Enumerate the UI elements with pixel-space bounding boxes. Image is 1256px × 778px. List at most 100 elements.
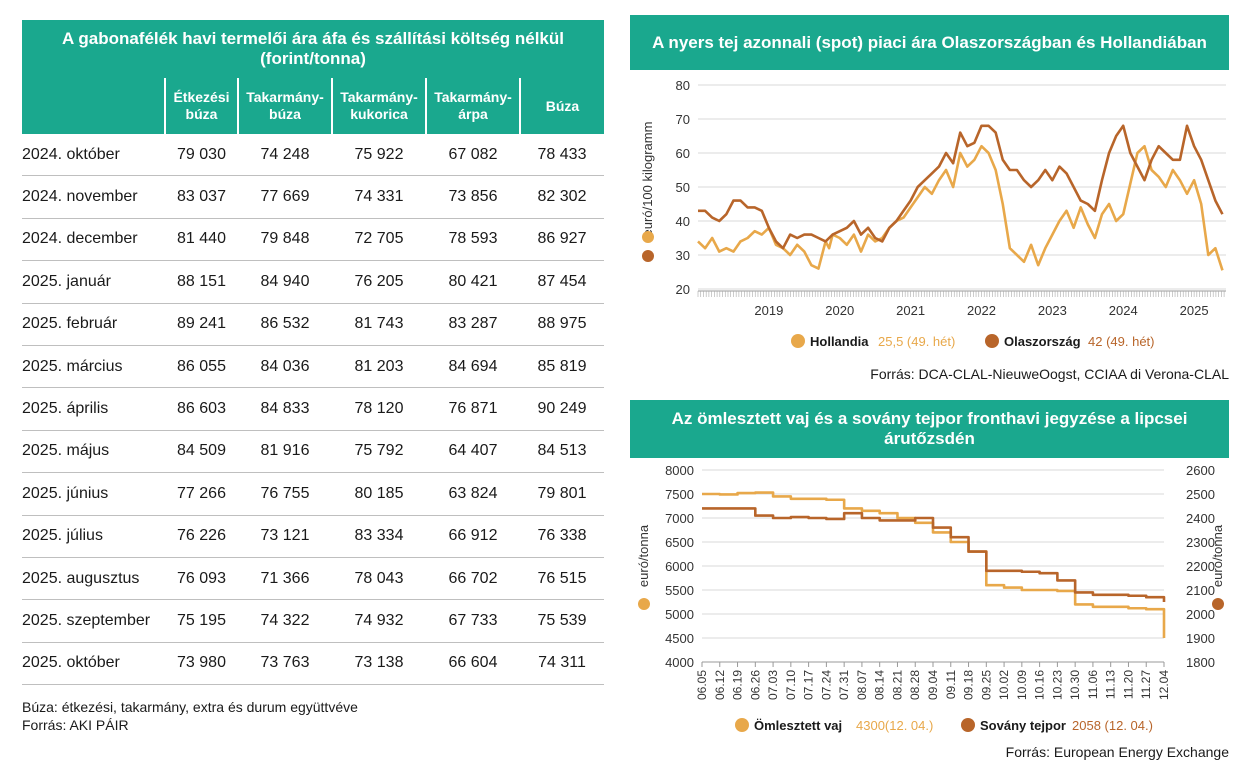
table-cell: 76 755 — [238, 472, 332, 516]
x-tick-label: 09.18 — [962, 670, 976, 700]
series-line-hollandia — [697, 144, 1224, 271]
butter-source: Forrás: European Energy Exchange — [1005, 744, 1229, 760]
table-body: 2024. október 79 030 74 248 75 922 67 082 78 … — [22, 134, 604, 686]
table-row: 2025. április 86 603 84 833 78 120 76 871 90 … — [22, 387, 604, 431]
legend-value-vaj: 4300(12. 04.) — [856, 718, 933, 733]
row-label: 2025. május — [22, 430, 165, 474]
table-row: 2025. október 73 980 73 763 73 138 66 604 74 … — [22, 642, 604, 686]
table-notes: Búza: étkezési, takarmány, extra és duru… — [22, 698, 358, 734]
table-cell: 66 702 — [426, 557, 520, 601]
table-cell: 64 407 — [426, 430, 520, 474]
table-cell: 84 940 — [238, 260, 332, 304]
table-cell: 72 705 — [332, 218, 426, 262]
table-cell: 63 824 — [426, 472, 520, 516]
table-cell: 86 927 — [520, 218, 604, 262]
table-cell: 84 036 — [238, 345, 332, 389]
table-cell: 77 669 — [238, 175, 332, 219]
row-label: 2025. szeptember — [22, 599, 165, 643]
row-label: 2024. november — [22, 175, 165, 219]
y-tick-label: 30 — [676, 248, 690, 263]
series-line-olaszorszag — [698, 124, 1224, 250]
y-left-tick-label: 6000 — [665, 559, 694, 574]
x-tick-label: 06.05 — [695, 670, 709, 700]
x-tick-label: 2022 — [967, 303, 996, 318]
table-cell: 74 932 — [332, 599, 426, 643]
row-label: 2025. augusztus — [22, 557, 165, 601]
y-left-tick-label: 5000 — [665, 607, 694, 622]
legend-label-tejpor: Sovány tejpor — [980, 718, 1066, 733]
y-right-tick-label: 1800 — [1186, 655, 1215, 670]
table-cell: 74 331 — [332, 175, 426, 219]
x-tick-label: 11.06 — [1086, 670, 1100, 699]
table-cell: 73 138 — [332, 642, 426, 686]
y-right-tick-label: 2300 — [1186, 535, 1215, 550]
table-cell: 88 151 — [165, 260, 238, 304]
legend-marker-tejpor — [961, 718, 975, 732]
y-right-tick-label: 2100 — [1186, 583, 1215, 598]
table-cell: 75 792 — [332, 430, 426, 474]
x-tick-label: 08.28 — [908, 670, 922, 700]
x-tick-label: 06.26 — [748, 670, 762, 700]
table-cell: 85 819 — [520, 345, 604, 389]
milk-chart: 20 30 40 50 60 70 80 2019 2020 2021 2022 2023 2024 20… — [640, 78, 1226, 349]
table-row: 2025. május 84 509 81 916 75 792 64 407 84 51… — [22, 430, 604, 474]
x-tick-label: 07.31 — [837, 670, 851, 700]
y-tick-label: 60 — [676, 146, 690, 161]
legend-label-olaszorszag: Olaszország — [1004, 334, 1081, 349]
y-left-tick-label: 7000 — [665, 511, 694, 526]
x-tick-label: 07.24 — [819, 670, 833, 700]
table-cell: 77 266 — [165, 472, 238, 516]
y-right-axis-label: euró/tonna — [1210, 524, 1225, 587]
table-cell: 88 975 — [520, 303, 604, 346]
x-tick-label: 12.04 — [1157, 670, 1171, 700]
table-cell: 86 055 — [165, 345, 238, 389]
table-cell: 71 366 — [238, 557, 332, 601]
y-left-tick-label: 4500 — [665, 631, 694, 646]
table-cell: 73 980 — [165, 642, 238, 686]
x-tick-label: 07.10 — [784, 670, 798, 700]
table-cell: 78 433 — [520, 134, 604, 177]
x-tick-label: 2020 — [825, 303, 854, 318]
table-row: 2025. február 89 241 86 532 81 743 83 287 88 … — [22, 303, 604, 346]
legend-marker-olaszorszag — [985, 334, 999, 348]
row-label: 2025. január — [22, 260, 165, 304]
left-axis-marker — [638, 598, 650, 610]
y-right-tick-label: 2500 — [1186, 487, 1215, 502]
table-cell: 83 037 — [165, 175, 238, 219]
table-header-row: Étkezési búza Takarmány-búza Takarmány-kuk… — [22, 78, 604, 134]
table-cell: 73 121 — [238, 515, 332, 558]
series-line-sovany-tejpor — [702, 507, 1166, 602]
x-tick-label: 10.23 — [1050, 670, 1064, 700]
table-cell: 74 248 — [238, 134, 332, 177]
table-cell: 73 763 — [238, 642, 332, 686]
legend-value-tejpor: 2058 (12. 04.) — [1072, 718, 1153, 733]
table-note: Búza: étkezési, takarmány, extra és duru… — [22, 699, 358, 715]
column-header: Étkezési búza — [164, 78, 238, 134]
x-tick-label: 2024 — [1109, 303, 1138, 318]
x-tick-label: 08.21 — [890, 670, 904, 700]
butter-chart-title: Az ömlesztett vaj és a sovány tejpor fro… — [630, 400, 1229, 458]
table-cell: 76 515 — [520, 557, 604, 601]
table-cell: 66 912 — [426, 515, 520, 558]
butter-chart: 4000 4500 5000 5500 6000 6500 7000 7500 8000 1800… — [636, 463, 1225, 733]
table-cell: 74 322 — [238, 599, 332, 643]
row-label: 2025. október — [22, 642, 165, 686]
y-tick-label: 20 — [676, 282, 690, 297]
legend-label-vaj: Ömlesztett vaj — [754, 718, 842, 733]
table-cell: 86 532 — [238, 303, 332, 346]
table-cell: 80 421 — [426, 260, 520, 304]
table-row: 2025. július 76 226 73 121 83 334 66 912 76 3… — [22, 515, 604, 558]
legend-marker-hollandia — [791, 334, 805, 348]
x-tick-label: 10.30 — [1068, 670, 1082, 700]
x-tick-label: 10.02 — [997, 670, 1011, 700]
right-axis-marker — [1212, 598, 1224, 610]
x-tick-label: 10.09 — [1015, 670, 1029, 700]
row-label: 2025. április — [22, 387, 165, 431]
column-header: Búza — [519, 78, 604, 134]
table-cell: 82 302 — [520, 175, 604, 219]
row-label: 2024. december — [22, 218, 165, 262]
x-tick-label: 2023 — [1038, 303, 1067, 318]
x-tick-label: 11.13 — [1104, 670, 1118, 699]
table-cell: 80 185 — [332, 472, 426, 516]
table-cell: 74 311 — [520, 642, 604, 686]
